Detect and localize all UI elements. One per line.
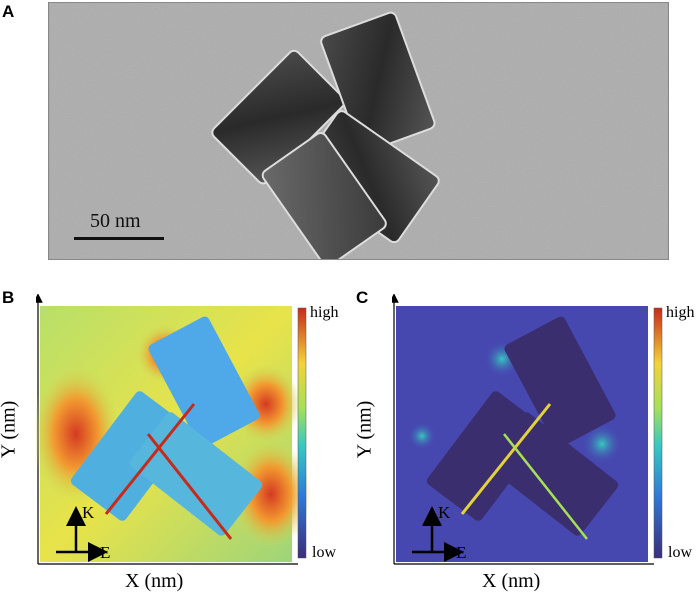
nanorod-4 [261, 132, 387, 259]
y-axis-label: Y (nm) [353, 400, 376, 459]
k-label: K [82, 503, 95, 522]
y-axis-label: Y (nm) [0, 400, 20, 459]
colorbar-high-label: high [310, 304, 339, 321]
colorbar-low-label: low [668, 544, 692, 561]
scale-bar [74, 237, 164, 240]
e-label: E [456, 543, 466, 562]
panel-letter-c: C [356, 288, 369, 307]
panel-letter-a: A [2, 2, 15, 21]
tem-micrograph [48, 2, 669, 260]
scale-bar-label: 50 nm [90, 210, 141, 232]
colorbar [653, 307, 663, 559]
e-label: E [100, 543, 110, 562]
colorbar-low-label: low [312, 544, 336, 561]
field-map-b: K E [36, 294, 326, 574]
panel-letter-b: B [2, 288, 15, 307]
k-label: K [438, 503, 451, 522]
x-axis-label: X (nm) [482, 570, 541, 592]
colorbar [297, 307, 307, 559]
x-axis-label: X (nm) [125, 570, 184, 592]
field-map-c: K E [392, 294, 682, 574]
colorbar-high-label: high [666, 304, 695, 321]
